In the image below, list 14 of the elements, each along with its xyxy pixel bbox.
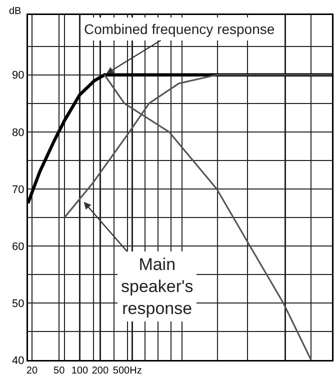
x-tick-label: 200 [92, 366, 109, 376]
y-tick-label: 40 [12, 354, 24, 367]
y-tick-label: 90 [12, 70, 24, 82]
y-axis-title: dB [9, 6, 22, 17]
x-tick-label: 100 [71, 366, 88, 376]
y-tick-label: 50 [12, 298, 24, 310]
y-tick-label: 80 [12, 126, 24, 139]
x-tick-label: 500Hz [112, 366, 142, 376]
x-tick-label: 50 [54, 366, 66, 376]
x-tick-label: 20 [26, 366, 38, 376]
annotation: Combined frequency response [84, 21, 275, 37]
y-tick-label: 60 [12, 240, 24, 253]
y-tick-label: 70 [12, 184, 24, 196]
annotation: Main speaker's response [121, 255, 194, 318]
